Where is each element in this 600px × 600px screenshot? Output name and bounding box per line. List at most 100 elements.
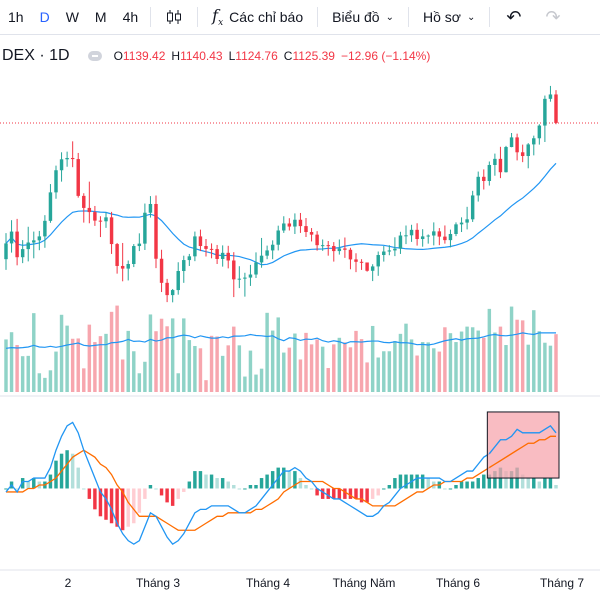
volume-bar	[65, 325, 69, 392]
candle-body	[526, 144, 530, 157]
candle-body	[548, 94, 553, 99]
volume-bar	[382, 351, 386, 392]
candle-body	[482, 176, 486, 181]
chevron-down-icon: ⌄	[385, 11, 394, 23]
candle-body	[415, 229, 419, 240]
timeframe-d[interactable]: D	[39, 9, 50, 25]
close-value: 1125.39	[292, 49, 335, 63]
candle	[504, 145, 508, 173]
volume-bar	[426, 342, 430, 392]
candle	[176, 262, 180, 295]
timeframe-1h[interactable]: 1h	[8, 9, 24, 25]
volume-bar	[182, 318, 186, 392]
volume-bar	[470, 327, 475, 392]
candle	[82, 193, 86, 223]
macd-histogram-bar	[143, 488, 147, 499]
close-label: C	[283, 49, 293, 63]
macd-histogram-bar	[304, 485, 308, 489]
candle-body	[343, 248, 347, 250]
macd-histogram-bar	[526, 478, 530, 489]
candle-style-button[interactable]	[155, 0, 193, 34]
volume-bar	[509, 306, 514, 392]
profile-button[interactable]: Hồ sơ ⌄	[413, 0, 485, 34]
candle-body	[59, 159, 64, 171]
candle	[498, 146, 503, 179]
volume-bar	[332, 344, 336, 392]
macd-histogram-bar	[354, 488, 358, 499]
redo-button[interactable]: ↷	[533, 0, 572, 34]
indicators-button[interactable]: fx Các chỉ báo	[202, 0, 313, 34]
candle	[309, 228, 314, 242]
chart-type-button[interactable]: Biểu đồ ⌄	[322, 0, 404, 34]
candle-body	[70, 157, 75, 160]
candle	[20, 240, 25, 264]
candle-body	[470, 195, 475, 220]
macd-histogram-bar	[320, 488, 325, 499]
candle	[515, 133, 519, 161]
macd-histogram-bar	[170, 488, 175, 506]
volume-bar	[532, 310, 536, 392]
low-value: 1124.76	[235, 49, 278, 63]
macd-histogram-bar	[509, 471, 514, 489]
candle	[32, 231, 36, 259]
volume-bar	[48, 370, 53, 392]
candle	[204, 239, 208, 257]
candle-body	[15, 231, 19, 258]
macd-histogram-bar	[454, 485, 458, 489]
candle	[465, 206, 469, 230]
macd-histogram-bar	[243, 488, 247, 490]
volume-bar	[320, 346, 325, 392]
macd-histogram-bar	[382, 488, 386, 490]
macd-histogram-bar	[348, 488, 353, 499]
candle-body	[309, 232, 314, 235]
candle	[148, 196, 153, 218]
candle-body	[326, 245, 330, 247]
x-axis-label: 2	[65, 576, 72, 590]
volume-bar	[9, 332, 14, 392]
candle-body	[37, 236, 42, 241]
candle	[243, 272, 247, 297]
macd-histogram-bar	[343, 488, 347, 499]
timeframe-w[interactable]: W	[65, 9, 79, 25]
candle-body	[43, 220, 47, 237]
macd-histogram-bar	[487, 474, 492, 489]
candle-body	[265, 250, 269, 256]
macd-histogram-bar	[182, 488, 186, 492]
timeframe-4h[interactable]: 4h	[122, 9, 139, 25]
macd-histogram-bar	[248, 485, 253, 489]
candle	[170, 288, 175, 303]
candle-body	[509, 137, 514, 148]
candle	[287, 218, 292, 231]
candle	[487, 161, 492, 186]
symbol-title[interactable]: DEX · 1D	[2, 47, 70, 64]
eye-icon[interactable]	[87, 51, 102, 61]
volume-bar	[482, 337, 486, 392]
volume-bar	[126, 330, 130, 392]
volume-bar	[298, 359, 303, 392]
candle	[365, 262, 369, 272]
candle-body	[387, 250, 392, 252]
macd-histogram-bar	[393, 478, 397, 489]
volume-bar	[54, 351, 58, 392]
candle	[37, 230, 42, 251]
volume-bar	[315, 339, 319, 392]
candle-body	[20, 249, 25, 258]
macd-histogram-bar	[520, 474, 525, 489]
candle	[59, 152, 64, 182]
timeframe-m[interactable]: M	[94, 9, 107, 25]
undo-button[interactable]: ↶	[494, 0, 533, 34]
candle	[70, 141, 75, 168]
volume-bar	[398, 333, 403, 392]
macd-histogram-bar	[359, 488, 364, 503]
volume-bar	[215, 336, 219, 392]
volume-bar	[204, 380, 208, 392]
candle	[104, 212, 108, 228]
x-axis-label: Tháng Năm	[333, 576, 396, 590]
volume-bar	[132, 351, 136, 392]
macd-histogram-bar	[554, 485, 558, 489]
candle	[193, 231, 197, 262]
candle-body	[493, 158, 497, 165]
volume-bar	[282, 352, 286, 392]
candle	[215, 244, 219, 264]
